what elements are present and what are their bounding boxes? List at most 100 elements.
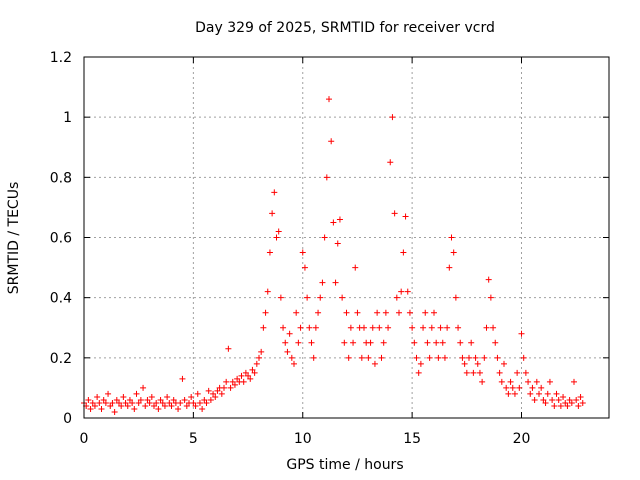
data-point: [295, 339, 302, 346]
data-point: [441, 354, 448, 361]
data-point: [234, 375, 241, 382]
data-point: [89, 399, 96, 406]
data-point: [514, 369, 521, 376]
data-point: [347, 324, 354, 331]
data-point: [87, 405, 94, 412]
data-point: [164, 393, 171, 400]
data-point: [168, 402, 175, 409]
data-point: [251, 369, 258, 376]
data-point: [374, 309, 381, 316]
data-point: [529, 384, 536, 391]
y-tick-labels: 0 0.2 0.4 0.6 0.8 1 1.2: [50, 50, 72, 427]
data-point: [131, 405, 138, 412]
data-point: [468, 339, 475, 346]
data-point: [542, 399, 549, 406]
data-point: [96, 399, 103, 406]
data-point: [177, 399, 184, 406]
data-point: [284, 348, 291, 355]
data-point: [107, 402, 114, 409]
data-point: [428, 324, 435, 331]
data-point: [457, 339, 464, 346]
data-point: [336, 216, 343, 223]
data-point: [562, 399, 569, 406]
data-point: [247, 375, 254, 382]
y-tick-label: 0.4: [50, 291, 72, 307]
data-point: [378, 354, 385, 361]
data-point: [511, 390, 518, 397]
data-point: [557, 402, 564, 409]
data-point: [148, 393, 155, 400]
data-point: [133, 390, 140, 397]
y-tick-label: 1.2: [50, 50, 72, 66]
data-point: [304, 294, 311, 301]
data-point: [498, 378, 505, 385]
data-point: [242, 369, 249, 376]
data-point: [190, 399, 197, 406]
data-point: [553, 390, 560, 397]
data-point: [271, 189, 278, 196]
chart-title: Day 329 of 2025, SRMTID for receiver vcr…: [195, 20, 495, 36]
data-point: [415, 369, 422, 376]
data-point: [155, 405, 162, 412]
y-tick-label: 0.2: [50, 351, 72, 367]
data-point: [315, 309, 322, 316]
y-tick-label: 0.8: [50, 170, 72, 186]
data-point: [260, 324, 267, 331]
x-tick-label: 20: [513, 431, 531, 447]
data-point: [221, 384, 227, 391]
data-point: [310, 354, 317, 361]
x-tick-label: 5: [189, 431, 198, 447]
data-point: [120, 393, 127, 400]
data-point: [389, 114, 396, 121]
data-point: [455, 324, 462, 331]
data-point: [291, 360, 297, 367]
data-points: [81, 96, 586, 415]
data-point: [450, 249, 457, 256]
data-point: [400, 249, 407, 256]
data-point: [94, 393, 101, 400]
data-point: [153, 399, 160, 406]
data-point: [91, 402, 98, 409]
data-point: [564, 402, 571, 409]
data-point: [358, 354, 365, 361]
data-point: [579, 399, 586, 406]
data-point: [312, 324, 319, 331]
data-point: [555, 396, 562, 403]
data-point: [501, 360, 507, 367]
data-point: [549, 396, 556, 403]
data-point: [280, 324, 287, 331]
y-tick-label: 1: [63, 110, 72, 126]
data-point: [159, 399, 166, 406]
data-point: [474, 360, 481, 367]
data-point: [439, 339, 446, 346]
grid-lines: [84, 57, 609, 418]
data-point: [452, 294, 459, 301]
data-point: [157, 396, 164, 403]
data-point: [422, 309, 429, 316]
data-point: [393, 294, 400, 301]
data-point: [343, 309, 350, 316]
data-point: [266, 249, 273, 256]
data-point: [404, 288, 411, 295]
data-point: [367, 339, 374, 346]
data-point: [253, 360, 260, 367]
data-point: [417, 360, 424, 367]
data-point: [277, 294, 284, 301]
data-point: [380, 339, 387, 346]
data-point: [299, 249, 306, 256]
data-point: [437, 324, 444, 331]
data-point: [231, 381, 238, 388]
data-point: [551, 402, 558, 409]
x-tick-label: 0: [80, 431, 89, 447]
data-point: [365, 354, 372, 361]
data-point: [102, 399, 109, 406]
data-point: [391, 210, 398, 217]
data-point: [269, 210, 276, 217]
data-point: [568, 399, 575, 406]
data-point: [538, 384, 545, 391]
data-point: [509, 384, 516, 391]
data-point: [321, 234, 328, 241]
data-point: [301, 264, 308, 271]
data-point: [85, 396, 92, 403]
